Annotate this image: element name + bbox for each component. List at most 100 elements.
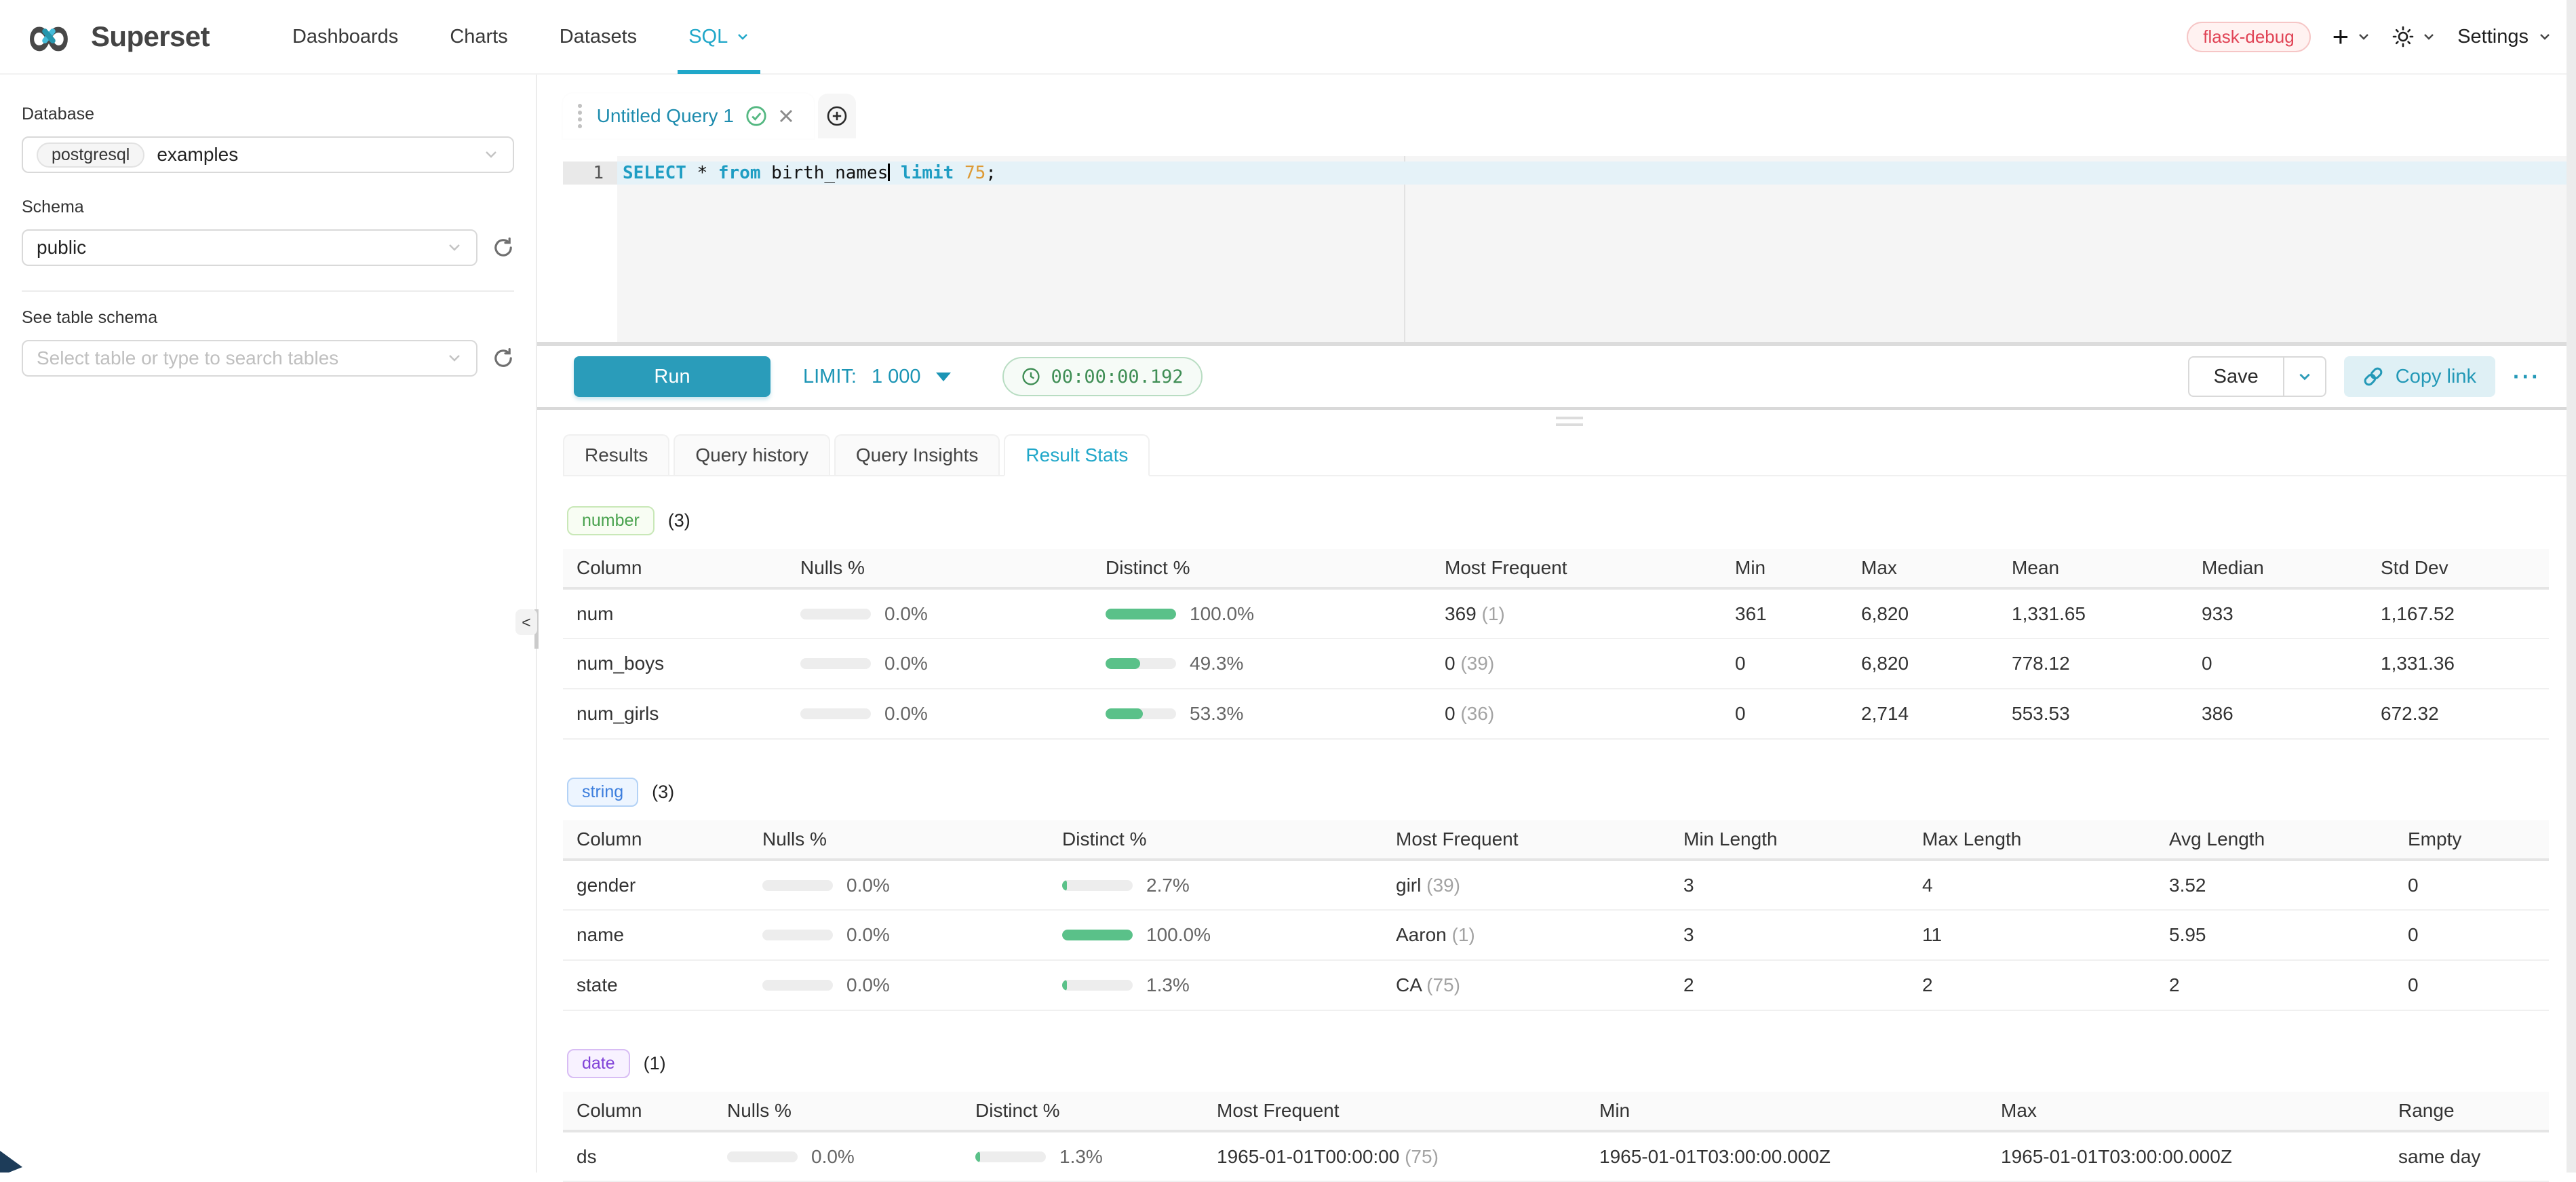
most-frequent-count: (39) bbox=[1426, 874, 1460, 896]
column-header: Most Frequent bbox=[1217, 1092, 1599, 1132]
check-circle-icon bbox=[746, 106, 766, 126]
percent-label: 0.0% bbox=[846, 974, 890, 995]
new-item-button[interactable]: + bbox=[2333, 22, 2371, 51]
bar-track bbox=[800, 608, 871, 619]
stat-cell: 386 bbox=[2202, 689, 2381, 740]
bar-track bbox=[762, 930, 833, 940]
page-scrollbar[interactable] bbox=[2567, 0, 2576, 1173]
drag-handle-icon[interactable] bbox=[578, 104, 582, 128]
column-header: Column bbox=[563, 549, 800, 590]
type-badge-string: string bbox=[567, 778, 639, 807]
limit-value: 1 000 bbox=[871, 365, 921, 387]
nulls-cell: 0.0% bbox=[800, 689, 1106, 740]
save-split-button: Save bbox=[2187, 356, 2326, 397]
nav-item-dashboards[interactable]: Dashboards bbox=[267, 0, 424, 74]
most-frequent-count: (75) bbox=[1405, 1145, 1439, 1167]
nav-label: SQL bbox=[688, 25, 728, 47]
sql-editor[interactable]: 1 SELECT * from birth_names limit 75; bbox=[563, 156, 2567, 342]
bar-fill bbox=[1062, 879, 1068, 891]
run-button[interactable]: Run bbox=[574, 356, 770, 397]
column-name: name bbox=[563, 910, 762, 961]
editor-south-divider[interactable] bbox=[537, 342, 2567, 346]
save-options-button[interactable] bbox=[2282, 358, 2325, 396]
settings-menu[interactable]: Settings bbox=[2457, 26, 2552, 48]
close-icon[interactable] bbox=[779, 109, 794, 123]
pane-drag-handle-icon[interactable] bbox=[1556, 417, 1583, 426]
percent-bar: 49.3% bbox=[1106, 653, 1445, 674]
nav-label: Charts bbox=[450, 25, 508, 47]
column-name: gender bbox=[563, 860, 762, 911]
table-row: ds 0.0% 1.3% 1965-01-01T00:00:00 (75) 1965-0… bbox=[563, 1131, 2549, 1182]
tab-query-insights[interactable]: Query Insights bbox=[834, 434, 1000, 475]
database-select[interactable]: postgresql examples bbox=[22, 136, 514, 173]
tab-query-history[interactable]: Query history bbox=[674, 434, 830, 475]
column-header: Max bbox=[1861, 549, 2012, 590]
superset-logo-icon: ∞ bbox=[19, 7, 79, 66]
stat-cell: 778.12 bbox=[2012, 638, 2202, 689]
stat-cell: 2 bbox=[1922, 960, 2169, 1011]
tab-label: Query Insights bbox=[855, 444, 979, 465]
stat-cell: 1965-01-01T03:00:00.000Z bbox=[1599, 1131, 2001, 1182]
nav-item-datasets[interactable]: Datasets bbox=[534, 0, 663, 74]
table-row: num 0.0% 100.0% 369 (1) 361 6,820 1,331.65 933 1… bbox=[563, 588, 2549, 639]
most-frequent-count: (1) bbox=[1451, 924, 1475, 945]
limit-dropdown[interactable]: LIMIT: 1 000 bbox=[803, 366, 951, 388]
column-header: Nulls % bbox=[800, 549, 1106, 590]
nav-item-charts[interactable]: Charts bbox=[424, 0, 533, 74]
superset-logo[interactable]: ∞ Superset bbox=[19, 7, 210, 66]
column-name: state bbox=[563, 960, 762, 1011]
percent-bar: 0.0% bbox=[800, 653, 1106, 674]
bar-fill bbox=[1106, 608, 1176, 619]
mouse-cursor bbox=[0, 1151, 22, 1173]
chevron-down-icon bbox=[2299, 373, 2310, 381]
save-button[interactable]: Save bbox=[2213, 365, 2259, 387]
most-frequent-cell: CA (75) bbox=[1396, 960, 1683, 1011]
distinct-cell: 49.3% bbox=[1106, 638, 1445, 689]
collapse-sidebar-handle[interactable]: < bbox=[515, 609, 537, 635]
refresh-schemas-icon[interactable] bbox=[492, 237, 514, 259]
theme-toggle-button[interactable] bbox=[2392, 26, 2436, 47]
tab-result-stats[interactable]: Result Stats bbox=[1004, 434, 1150, 476]
bar-fill bbox=[1062, 980, 1068, 991]
stat-cell: 2 bbox=[1683, 960, 1922, 1011]
schema-select[interactable]: public bbox=[22, 229, 477, 266]
percent-label: 0.0% bbox=[884, 653, 928, 674]
copy-link-button[interactable]: Copy link bbox=[2343, 356, 2496, 397]
editor-actions-row: Run LIMIT: 1 000 00:00:00.192 Save bbox=[563, 346, 2567, 407]
results-pane-divider[interactable] bbox=[537, 407, 2567, 410]
most-frequent-cell: girl (39) bbox=[1396, 860, 1683, 911]
distinct-cell: 2.7% bbox=[1062, 860, 1396, 911]
sql-token: birth_names bbox=[760, 163, 889, 183]
tab-results[interactable]: Results bbox=[563, 434, 670, 475]
stats-table-string: Column Nulls % Distinct % Most Frequent Min … bbox=[563, 820, 2549, 1011]
stat-cell: 1965-01-01T03:00:00.000Z bbox=[2001, 1131, 2398, 1182]
brand-name: Superset bbox=[91, 20, 210, 52]
percent-bar: 0.0% bbox=[800, 603, 1106, 625]
percent-label: 1.3% bbox=[1059, 1145, 1103, 1167]
stats-section-date: date (1) Column Nulls % Distinct % Most Frequ… bbox=[563, 1049, 2576, 1182]
percent-bar: 0.0% bbox=[762, 974, 1062, 996]
print-margin-line bbox=[1404, 156, 1405, 342]
table-select[interactable]: Select table or type to search tables bbox=[22, 340, 477, 377]
refresh-tables-icon[interactable] bbox=[492, 347, 514, 369]
add-query-tab-button[interactable] bbox=[817, 94, 856, 138]
stat-cell: 0 bbox=[2408, 860, 2549, 911]
column-header: Max bbox=[2001, 1092, 2398, 1132]
sql-code-line: SELECT * from birth_names limit 75; bbox=[623, 161, 996, 185]
bar-track bbox=[1106, 658, 1176, 669]
percent-bar: 0.0% bbox=[727, 1146, 975, 1168]
column-header: Most Frequent bbox=[1396, 820, 1683, 861]
most-frequent-value: 0 bbox=[1445, 653, 1456, 674]
most-frequent-count: (39) bbox=[1460, 653, 1495, 674]
stat-cell: 6,820 bbox=[1861, 638, 2012, 689]
elapsed-time: 00:00:00.192 bbox=[1051, 366, 1184, 387]
query-timer: 00:00:00.192 bbox=[1002, 357, 1203, 396]
more-actions-button[interactable]: ··· bbox=[2513, 364, 2541, 389]
nav-item-sql[interactable]: SQL bbox=[663, 0, 775, 74]
column-header: Distinct % bbox=[1106, 549, 1445, 590]
percent-bar: 1.3% bbox=[975, 1146, 1217, 1168]
navbar: ∞ Superset Dashboards Charts Datasets SQ… bbox=[0, 0, 2576, 75]
bar-track bbox=[762, 879, 833, 891]
query-tab[interactable]: Untitled Query 1 bbox=[563, 94, 814, 138]
bar-track bbox=[800, 658, 871, 669]
